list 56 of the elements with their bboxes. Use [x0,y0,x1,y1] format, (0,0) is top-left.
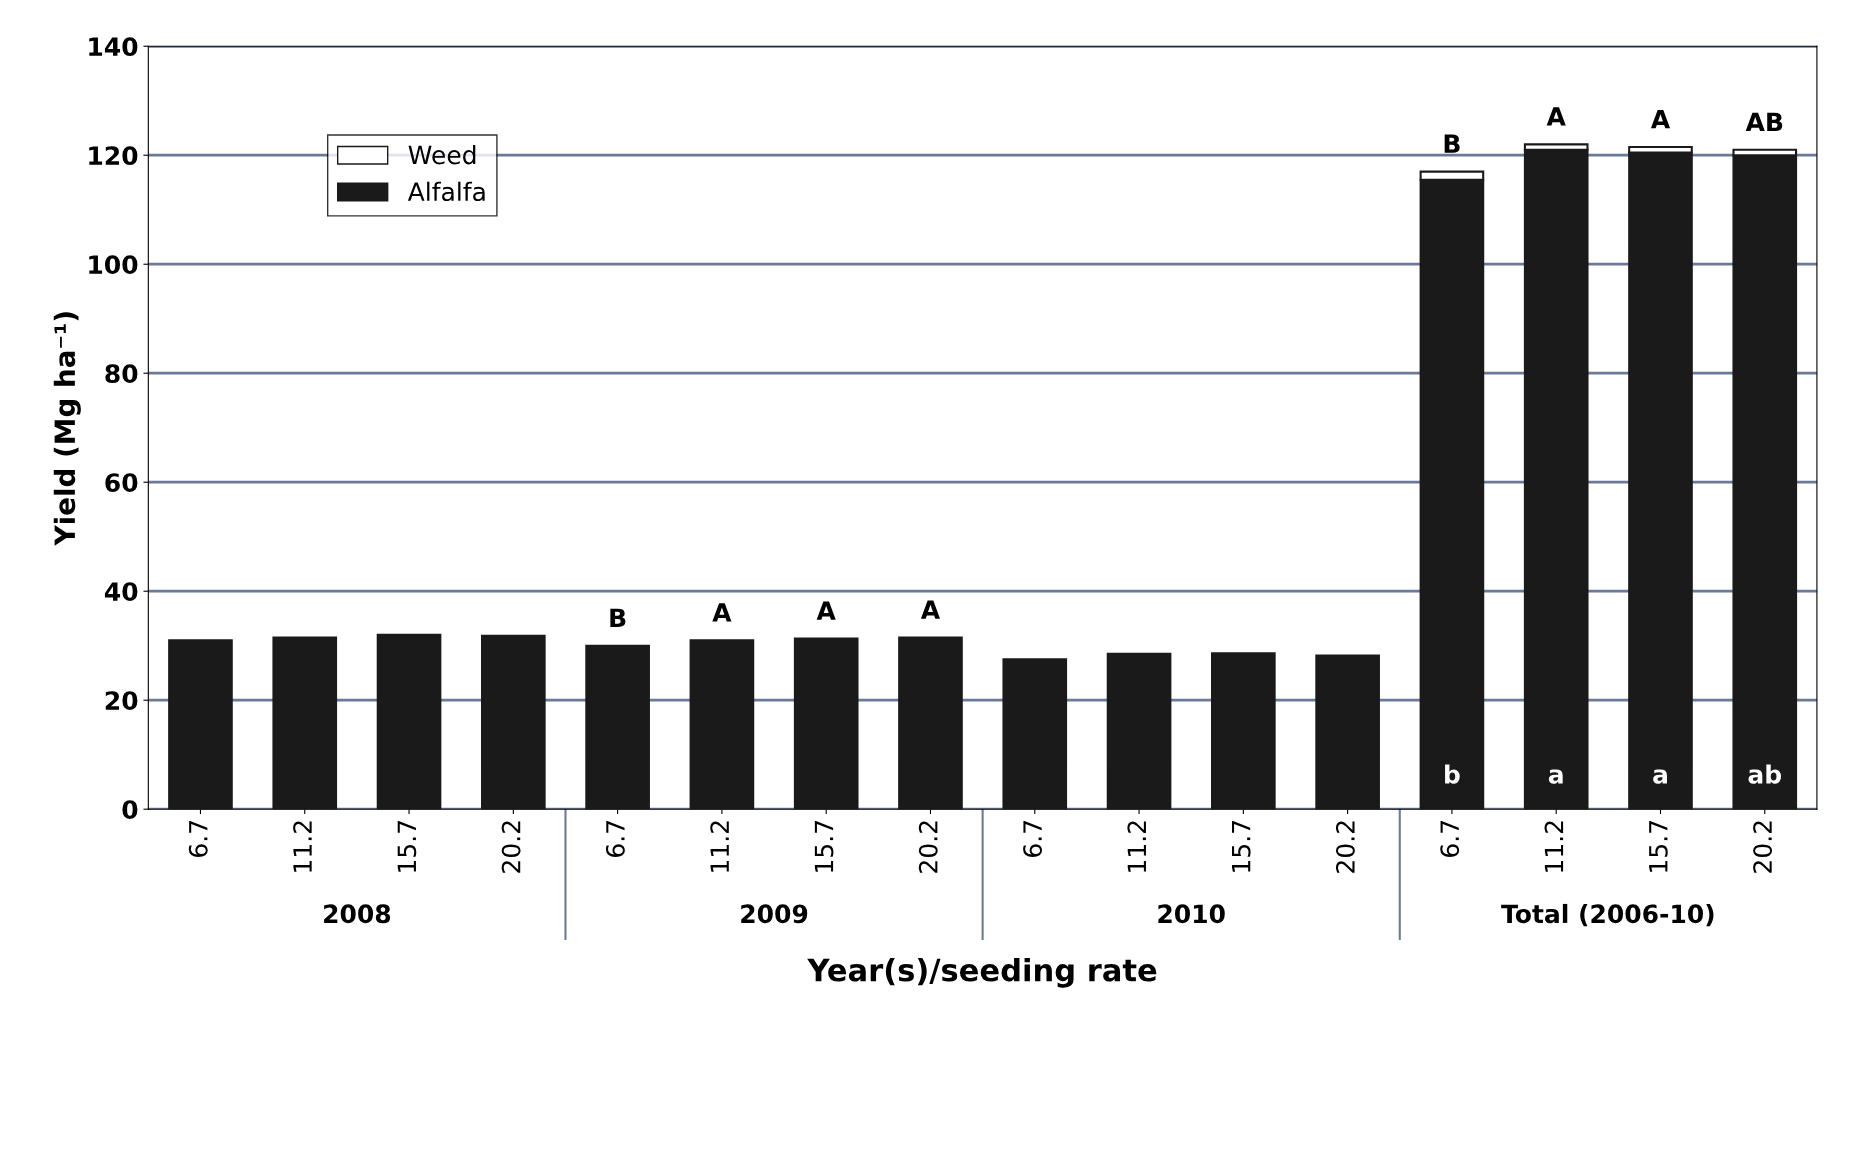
bar [793,637,859,810]
y-tick-label: 140 [89,37,138,57]
y-tick-label: 100 [89,255,138,275]
legend-label: Alfalfa [407,181,485,202]
bar [1211,652,1276,810]
bar [898,636,963,810]
bar [689,639,755,810]
bar [585,644,650,810]
y-tick-label: 60 [105,473,138,493]
x-tick-label: 20.2 [501,821,521,873]
y-tick-label: 80 [105,364,138,384]
bar [1002,658,1068,810]
x-tick-label: 11.2 [710,821,729,872]
data-label: a [1548,769,1563,784]
x-tick-label: 15.7 [397,821,417,872]
x-tick-label: 20.2 [918,821,938,873]
bar [376,633,442,810]
x-tick-label: 15.7 [1232,821,1251,872]
text: 2009 [741,904,808,924]
x-tick-label: 11.2 [1127,821,1146,872]
text: 2008 [324,904,391,924]
data-label: AB [1745,112,1783,131]
y-axis-title: Yield (Mg ha⁻¹) [53,312,81,546]
text: Total (2006-10) [1501,903,1714,927]
y-tick-label: 120 [89,146,138,166]
data-label: b [1445,764,1460,784]
data-label: A [1650,110,1671,129]
y-tick-label: 40 [104,582,138,602]
bar [1315,654,1380,810]
x-tick-label: 15.7 [1649,821,1668,872]
text: A [712,603,732,622]
text: 2010 [1158,904,1225,924]
data-label: B [1444,134,1460,153]
bar [1106,652,1172,810]
x-axis-title: Year(s)/seeding rate [807,957,1157,988]
text: B [610,608,626,627]
x-tick-label: 6.7 [1440,821,1460,857]
x-tick-label: 20.2 [1753,821,1773,873]
x-tick-label: 11.2 [293,821,312,872]
bar [481,634,546,810]
text: A [816,601,836,620]
y-tick-label: 20 [105,691,138,711]
data-label: a [1653,769,1667,784]
x-tick-label: 6.7 [605,821,625,857]
x-tick-label: 6.7 [188,821,208,857]
y-tick-label: 0 [122,800,138,820]
legend-label: Weed [408,145,476,165]
x-tick-label: 20.2 [1335,821,1355,873]
data-label: A [1546,107,1566,126]
bar [272,636,338,810]
x-tick-label: 6.7 [1023,821,1043,857]
x-tick-label: 15.7 [814,821,834,872]
x-tick-label: 11.2 [1544,821,1564,872]
bar [168,639,233,810]
data-label: ab [1748,764,1782,784]
text: A [920,600,941,619]
